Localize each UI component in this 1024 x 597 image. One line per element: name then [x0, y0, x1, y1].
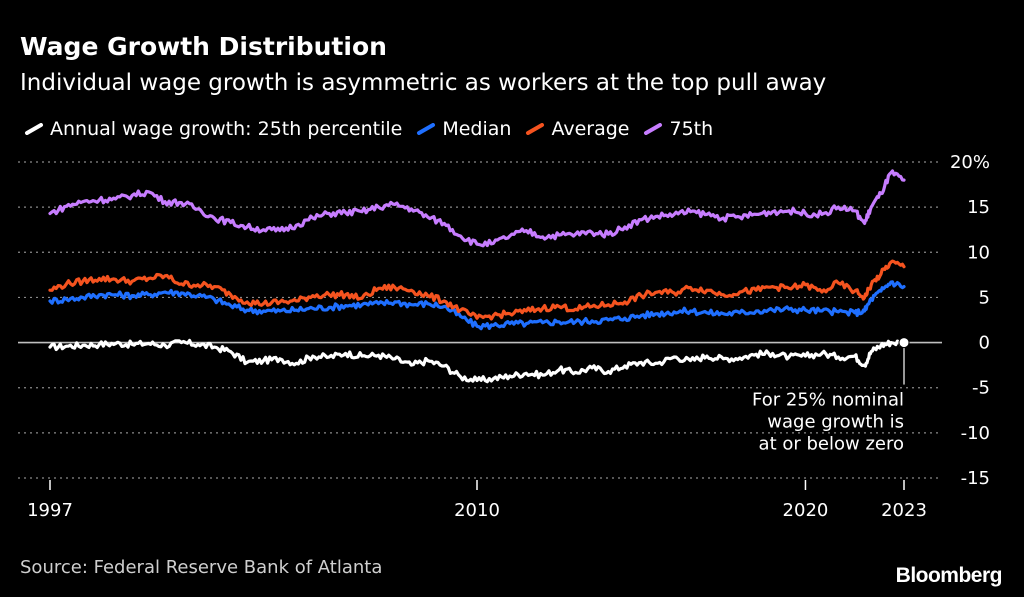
series-lines [48, 169, 906, 384]
x-tick-label: 2020 [783, 500, 829, 521]
source-note: Source: Federal Reserve Bank of Atlanta [20, 557, 383, 578]
legend-item-average: Average [525, 118, 629, 140]
y-tick-label: -15 [961, 468, 990, 489]
x-tick-label: 2023 [881, 500, 927, 521]
y-tick-label: 5 [979, 287, 990, 308]
y-tick-label: -5 [972, 378, 990, 399]
series-line-annual-wage-growth-25th-percentile [48, 338, 906, 384]
legend-swatch-average [525, 123, 545, 135]
legend-item-25th: Annual wage growth: 25th percentile [24, 118, 402, 140]
y-tick-label: -10 [961, 423, 990, 444]
legend-item-75th: 75th [643, 118, 713, 140]
legend-label-75th: 75th [669, 118, 714, 140]
annotation-text-line: For 25% nominal [752, 390, 904, 411]
legend-swatch-median [416, 123, 436, 135]
legend-label-median: Median [442, 118, 512, 140]
legend-label-average: Average [551, 118, 630, 140]
x-tick-label: 1997 [27, 500, 73, 521]
annotation-text-line: at or below zero [759, 434, 904, 455]
annotation-text-line: wage growth is [767, 412, 904, 433]
y-axis-labels: 20% 15 10 5 0 -5 -10 -15 [950, 152, 990, 489]
annotation-dot [898, 337, 910, 349]
legend-swatch-25th [24, 123, 44, 135]
y-tick-label: 10 [967, 242, 990, 263]
series-line-75th [48, 169, 906, 248]
chart-subtitle: Individual wage growth is asymmetric as … [20, 70, 827, 96]
legend-swatch-75th [643, 123, 663, 135]
chart-title: Wage Growth Distribution [20, 32, 387, 61]
y-tick-label: 15 [967, 197, 990, 218]
chart-legend: Annual wage growth: 25th percentile Medi… [24, 118, 727, 140]
series-line-median [48, 280, 906, 331]
bloomberg-logo: Bloomberg [895, 564, 1003, 587]
y-tick-label: 0 [979, 333, 990, 354]
x-tick-label: 2010 [454, 500, 500, 521]
x-axis: 1997 2010 2020 2023 [27, 480, 927, 521]
legend-item-median: Median [416, 118, 511, 140]
series-line-average [48, 259, 906, 321]
legend-label-25th: Annual wage growth: 25th percentile [50, 118, 403, 140]
y-tick-label: 20% [950, 152, 990, 173]
grid-lines [18, 161, 942, 479]
